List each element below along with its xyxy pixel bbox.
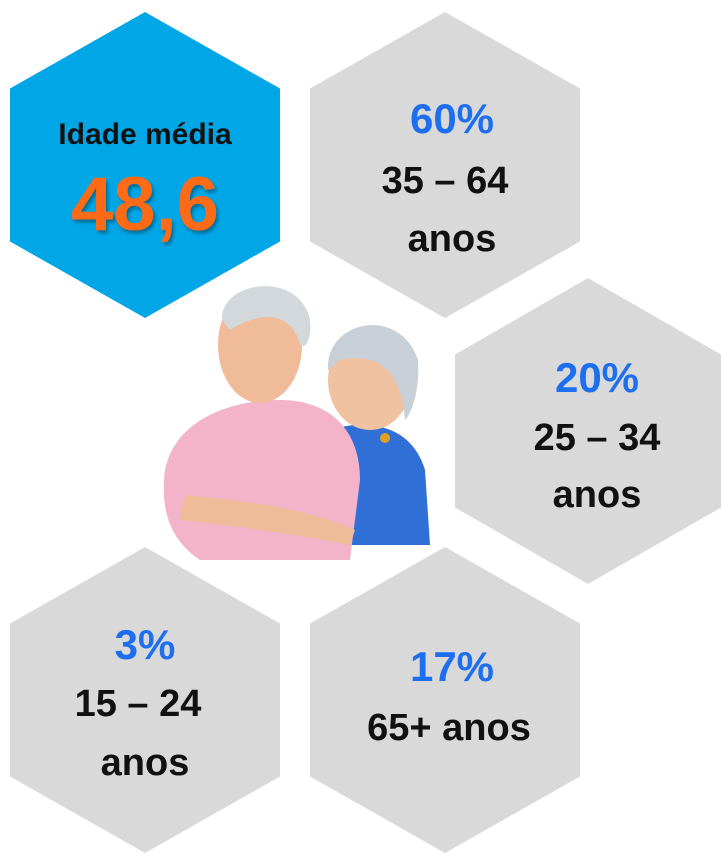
group-percent: 17% [410,643,494,690]
group-label: 15 – 24 [75,683,202,725]
group-label: anos [408,218,497,260]
group-label: anos [553,474,642,516]
couple-illustration [164,286,430,560]
group-label: 25 – 34 [534,417,661,459]
group-percent: 3% [115,621,176,668]
hexagon-group [310,547,580,853]
infographic: Idade média 48,6 60% 35 – 64 anos 20% 25… [0,0,721,854]
average-value: 48,6 [71,162,219,247]
group-percent: 60% [410,95,494,142]
group-label: 65+ anos [367,707,531,749]
average-label: Idade média [58,118,232,151]
page: {"average": {"label": "Idade média", "va… [0,0,721,854]
group-label: anos [101,742,190,784]
group-label: 35 – 64 [382,160,509,202]
group-percent: 20% [555,354,639,401]
